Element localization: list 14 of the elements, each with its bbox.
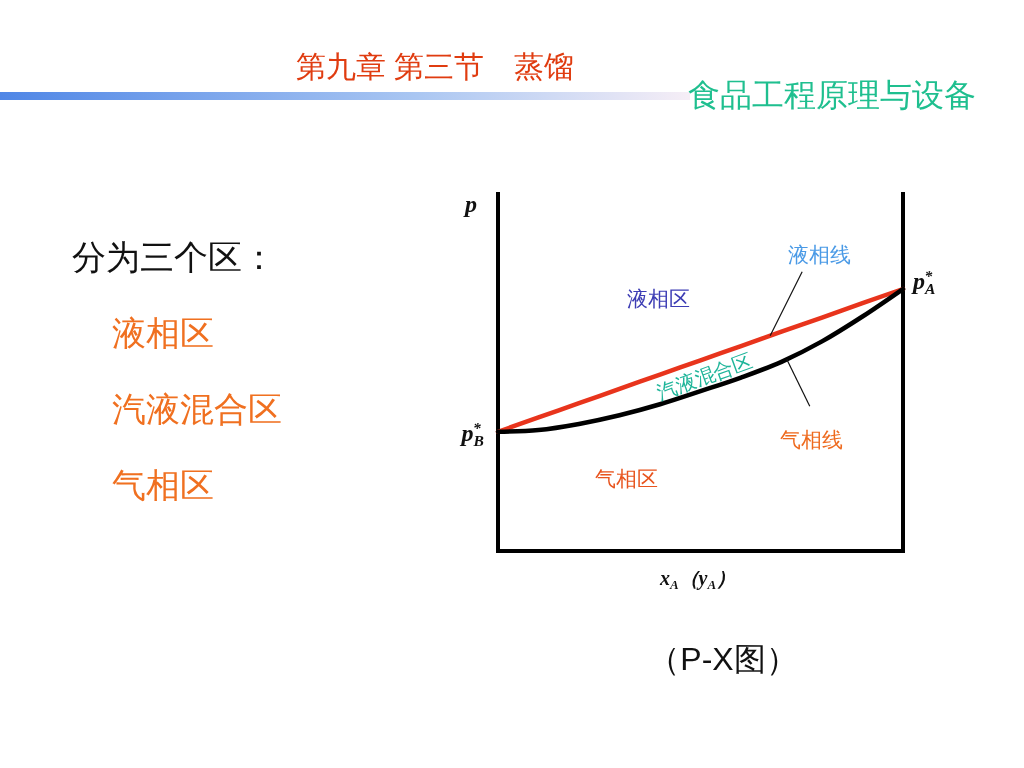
series-label: 液相线	[787, 242, 851, 267]
text: 气相区	[112, 467, 214, 504]
chart-subtitle: 食品工程原理与设备	[688, 77, 976, 113]
chart-title: 第九章 第三节 蒸馏	[296, 50, 574, 83]
annotation: 液相区	[626, 287, 690, 311]
text: 分为三个区：	[72, 239, 276, 276]
annotation: 气相区	[594, 467, 658, 491]
annotation: 汽液混合区	[653, 348, 756, 404]
text: （P-X图）	[648, 641, 798, 677]
x-axis-title: x$_{A}$（y$_{A}$）	[658, 567, 737, 592]
text: 气相线	[780, 428, 844, 453]
y-axis-title: p	[463, 191, 477, 217]
text: 液相区	[112, 315, 214, 352]
text: 汽液混合区	[112, 391, 282, 428]
